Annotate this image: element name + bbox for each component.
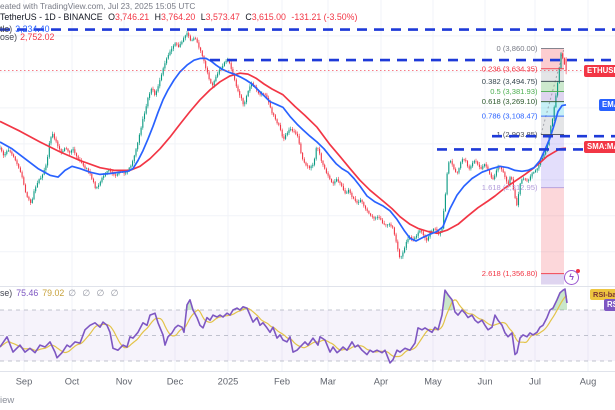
sma-legend-row[interactable]: ose) 2,752.02: [0, 32, 54, 42]
high-label: H: [154, 12, 162, 22]
close-value: 3,615.00: [251, 12, 286, 22]
fib-level-label: 0.5 (3,381.93): [490, 87, 538, 96]
tradingview-watermark-bottom: iew: [0, 395, 15, 406]
low-value: 3,573.47: [205, 12, 240, 22]
pane-borders: [0, 286, 615, 372]
ema-line: [0, 57, 567, 242]
time-axis-label: Aug: [580, 377, 597, 387]
sma-line: [0, 72, 567, 235]
fib-retracement[interactable]: [540, 48, 565, 285]
symbol-price-label[interactable]: ETHUSDT: [584, 65, 615, 77]
close-label: C: [245, 12, 252, 22]
fib-level-label: 1 (2,903.85): [497, 130, 538, 139]
rsi-ma-line: [0, 295, 568, 358]
time-axis-label: Feb: [274, 377, 290, 387]
fib-level-label: 0.786 (3,108.47): [482, 112, 538, 121]
lightning-circle: ϟ: [564, 270, 579, 285]
rsi-legend-row[interactable]: se) 75.46 79.02 ∅ ∅ ∅ ∅: [0, 288, 124, 299]
time-axis-label: Mar: [320, 377, 336, 387]
time-axis-label: Oct: [65, 377, 80, 387]
ema-legend-value: 3,234.40: [15, 23, 50, 34]
fib-level-label: 0.618 (3,269.10): [482, 97, 538, 106]
lightning-alert-icon[interactable]: ϟ: [564, 269, 580, 285]
dashed-level-lines[interactable]: [0, 28, 615, 151]
rsi-empty-values: ∅ ∅ ∅ ∅: [68, 288, 121, 298]
time-axis-label: Apr: [374, 377, 388, 387]
ohlc-legend-row[interactable]: TetherUS - 1D - BINANCE O3,746.21 H3,764…: [0, 12, 360, 22]
rsi-ma-value: 79.02: [42, 288, 65, 298]
rsi-legend-fragment: se): [0, 288, 13, 298]
time-axis-label: Jun: [478, 377, 493, 387]
fib-level-label: 0.382 (3,494.75): [482, 77, 538, 86]
ema-legend-fragment: tle): [0, 23, 13, 34]
rsi-value: 75.46: [16, 288, 39, 298]
rsi-overbought-fill: [444, 291, 455, 310]
change-value: -131.21 (-3.50%): [291, 12, 358, 22]
time-axis-label: 2025: [218, 377, 239, 387]
rsi-indicator[interactable]: [0, 288, 568, 364]
tradingview-watermark-top: eated with TradingView.com, Jul 23, 2025…: [0, 1, 196, 11]
time-axis-label: Jul: [529, 377, 541, 387]
moving-averages[interactable]: [0, 57, 567, 242]
time-axis-label: Dec: [167, 377, 184, 387]
fib-level-label: 1.618 (2,312.95): [482, 183, 538, 192]
rsi-ma-price-label[interactable]: RSI-based MA: [590, 289, 615, 301]
time-axis[interactable]: Sep Oct Nov Dec 2025 Feb Mar Apr May Jun Jul Aug: [16, 377, 597, 387]
ema-price-label[interactable]: EMA: [599, 99, 615, 111]
alert-notification-dot: [576, 269, 580, 273]
fib-level-label: 2.618 (1,356.80): [482, 269, 538, 278]
open-label: O: [108, 12, 115, 22]
high-value: 3,764.20: [161, 12, 196, 22]
open-value: 3,746.21: [114, 12, 150, 22]
sma-price-label[interactable]: SMA:MA: [584, 141, 615, 153]
symbol-title: TetherUS - 1D - BINANCE: [0, 12, 103, 22]
sma-legend-value: 2,752.02: [20, 31, 55, 42]
rsi-line: [0, 288, 568, 364]
fib-level-label: 0 (3,860.00): [497, 44, 538, 53]
sma-legend-fragment: ose): [0, 31, 18, 42]
fib-level-label: 0.236 (3,634.35): [482, 64, 538, 73]
fib-levels: 0 (3,860.00) 0.236 (3,634.35) 0.382 (3,494…: [482, 44, 564, 278]
low-label: L: [200, 12, 206, 22]
time-axis-label: May: [424, 377, 442, 387]
time-axis-label: Nov: [116, 377, 133, 387]
ema-legend-row[interactable]: tle) 3,234.40: [0, 24, 49, 34]
rsi-price-label[interactable]: RSI: [604, 299, 615, 311]
time-axis-label: Sep: [16, 377, 33, 387]
grid-lines: [0, 0, 615, 372]
lightning-glyph-icon: ϟ: [569, 272, 574, 282]
